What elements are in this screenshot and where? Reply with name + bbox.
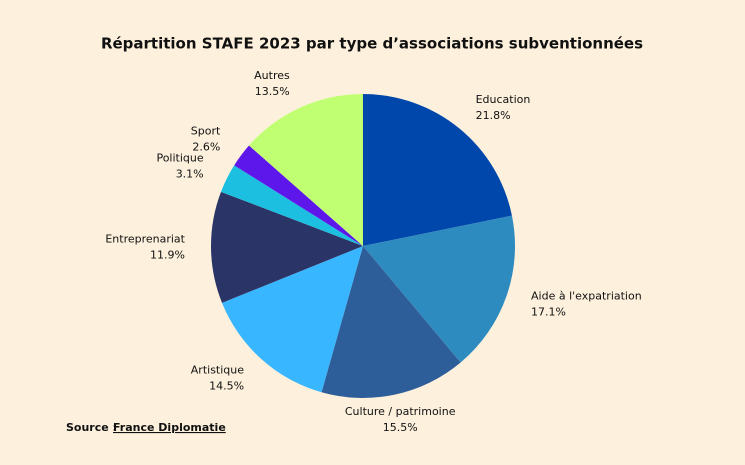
- chart-title: Répartition STAFE 2023 par type d’associ…: [101, 35, 643, 53]
- value-label: 13.5%: [255, 85, 290, 98]
- pie-slice: [222, 246, 363, 393]
- slice-label: Culture / patrimoine: [345, 405, 456, 418]
- value-label: 21.8%: [476, 109, 511, 122]
- slice-label: Politique: [156, 152, 203, 165]
- slice-label: Entreprenariat: [105, 233, 185, 246]
- slice-label: Education: [476, 93, 531, 106]
- pie-slice: [234, 145, 363, 246]
- pie-slice: [363, 215, 515, 363]
- value-label: 17.1%: [531, 306, 566, 319]
- value-label: 3.1%: [176, 168, 204, 181]
- source-link[interactable]: France Diplomatie: [113, 421, 226, 434]
- value-label: 14.5%: [209, 379, 244, 392]
- slice-label: Artistique: [191, 363, 244, 376]
- value-label: 15.5%: [383, 421, 418, 434]
- pie-slice: [211, 191, 363, 303]
- slice-label: Sport: [191, 125, 221, 138]
- pie-slice: [363, 94, 512, 246]
- value-label: 2.6%: [192, 141, 220, 154]
- pie-slice: [220, 165, 363, 246]
- pie-slice: [321, 246, 461, 398]
- pie-slice: [248, 94, 363, 246]
- value-label: 11.9%: [150, 249, 185, 262]
- source-label: Source :: [66, 421, 117, 434]
- slice-label: Autres: [254, 69, 290, 82]
- slice-label: Aide à l'expatriation: [531, 290, 642, 303]
